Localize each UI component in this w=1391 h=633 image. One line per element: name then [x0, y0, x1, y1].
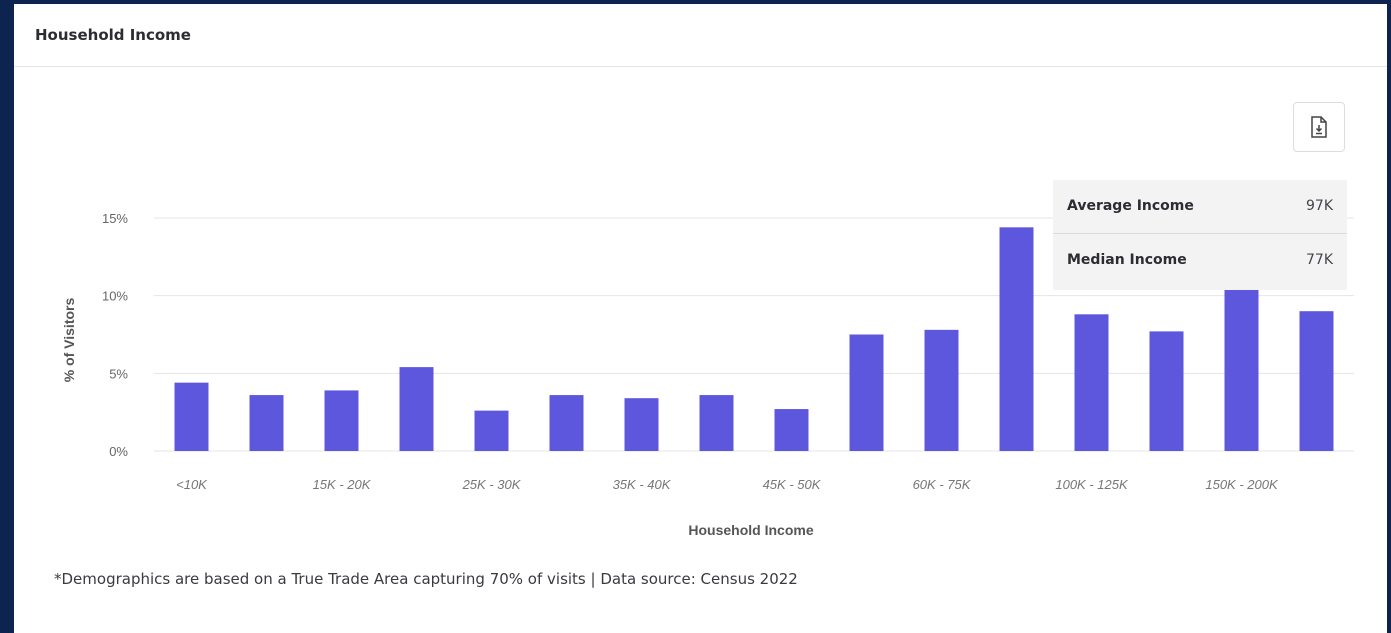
y-axis-title: % of Visitors — [61, 298, 77, 383]
household-income-card: Household Income 0% 5% 10% 15% <10K 15K - 20… — [14, 4, 1387, 633]
y-tick-label: 0% — [109, 444, 128, 459]
x-axis-title: Household Income — [688, 522, 813, 538]
x-tick-label: 25K - 30K — [462, 477, 522, 492]
bar[interactable] — [550, 395, 584, 451]
bar[interactable] — [1000, 227, 1034, 451]
stat-value: 77K — [1306, 252, 1333, 268]
y-tick-label: 10% — [102, 289, 128, 304]
y-axis-ticks: 0% 5% 10% 15% — [102, 211, 128, 459]
x-tick-label: <10K — [176, 477, 208, 492]
bar[interactable] — [400, 367, 434, 451]
bar[interactable] — [700, 395, 734, 451]
x-tick-label: 150K - 200K — [1205, 477, 1279, 492]
bar[interactable] — [1300, 311, 1334, 451]
bar[interactable] — [925, 330, 959, 451]
average-income-row: Average Income 97K — [1053, 180, 1347, 234]
bar[interactable] — [250, 395, 284, 451]
bar[interactable] — [175, 383, 209, 451]
y-tick-label: 5% — [109, 366, 128, 381]
bar[interactable] — [775, 409, 809, 451]
bar[interactable] — [850, 335, 884, 452]
file-download-icon — [1309, 116, 1329, 138]
bar[interactable] — [325, 390, 359, 451]
x-tick-label: 100K - 125K — [1055, 477, 1129, 492]
y-tick-label: 15% — [102, 211, 128, 226]
x-axis-ticks: <10K 15K - 20K 25K - 30K 35K - 40K 45K - 50K… — [176, 477, 1279, 492]
bar[interactable] — [1150, 331, 1184, 451]
x-tick-label: 60K - 75K — [913, 477, 972, 492]
download-button[interactable] — [1293, 102, 1345, 152]
x-tick-label: 45K - 50K — [763, 477, 822, 492]
income-stats-panel: Average Income 97K Median Income 77K — [1053, 180, 1347, 290]
x-tick-label: 35K - 40K — [613, 477, 672, 492]
stat-label: Average Income — [1067, 198, 1194, 214]
bar[interactable] — [1075, 314, 1109, 451]
stat-value: 97K — [1306, 198, 1333, 214]
footnote: *Demographics are based on a True Trade … — [54, 570, 798, 588]
stat-label: Median Income — [1067, 252, 1187, 268]
bar[interactable] — [625, 398, 659, 451]
x-tick-label: 15K - 20K — [313, 477, 372, 492]
median-income-row: Median Income 77K — [1053, 234, 1347, 288]
bar[interactable] — [1225, 283, 1259, 451]
bar[interactable] — [475, 411, 509, 451]
